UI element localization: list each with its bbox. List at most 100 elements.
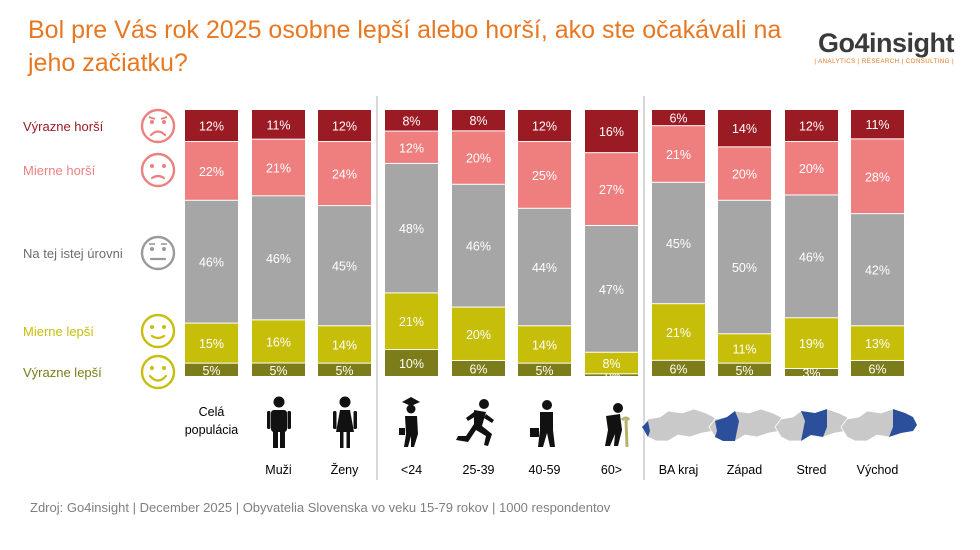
bar-segment-rovnako xyxy=(718,200,771,334)
legend-label: Výrazne lepší xyxy=(23,365,102,380)
data-label: 46% xyxy=(266,252,291,266)
data-label: 8% xyxy=(602,357,620,371)
data-label: 11% xyxy=(266,118,290,132)
bar-segment-vyrazne-horsi xyxy=(585,110,638,153)
category-label: Ženy xyxy=(330,463,359,477)
data-label: 50% xyxy=(732,261,757,275)
bar-segment-vyrazne-lepsi xyxy=(185,363,238,376)
data-label: 20% xyxy=(799,162,824,176)
businessman-icon xyxy=(530,400,555,447)
category-label: Celá populácia xyxy=(184,405,239,437)
big-smile-face-icon xyxy=(140,354,176,390)
data-label: 6% xyxy=(469,362,487,376)
bar-segment-mierne-horsi xyxy=(518,142,571,208)
neutral-face-icon xyxy=(140,235,176,271)
legend-label: Mierne horší xyxy=(23,163,96,178)
data-label: 47% xyxy=(599,283,624,297)
data-label: 21% xyxy=(399,315,424,329)
data-label: 19% xyxy=(799,337,824,351)
bar-segment-vyrazne-lepsi xyxy=(318,363,371,376)
data-label: 5% xyxy=(335,364,353,378)
legend-label: Výrazne horší xyxy=(23,119,104,134)
bar-segment-rovnako xyxy=(785,195,838,318)
category-label: Západ xyxy=(726,463,763,477)
graduate-icon xyxy=(399,397,420,447)
data-label: 25% xyxy=(532,169,557,183)
category-label: 25-39 xyxy=(462,463,495,477)
bar-segment-rovnako xyxy=(585,225,638,352)
bar-segment-vyrazne-lepsi xyxy=(585,374,638,376)
data-label: 42% xyxy=(865,264,890,278)
data-label: 5% xyxy=(202,364,220,378)
bar-segment-vyrazne-lepsi xyxy=(718,363,771,376)
data-label: 15% xyxy=(199,337,224,351)
source-note: Zdroj: Go4insight | December 2025 | Obyv… xyxy=(30,500,611,515)
logo-name: Go4insight xyxy=(818,28,955,58)
elderly-icon xyxy=(605,403,631,448)
data-label: 10% xyxy=(399,357,424,371)
data-label: 5% xyxy=(735,364,753,378)
data-label: 8% xyxy=(402,114,420,128)
data-label: 6% xyxy=(669,112,687,126)
slovakia-map-west-icon xyxy=(708,408,786,442)
bar-segment-mierne-horsi xyxy=(385,131,438,163)
data-label: 6% xyxy=(669,362,687,376)
bar-segment-vyrazne-lepsi xyxy=(652,360,705,376)
data-label: 11% xyxy=(865,118,889,132)
bar-segment-mierne-lepsi xyxy=(851,326,904,360)
bar-stack: 6% 20% 46% 20% 8% xyxy=(452,110,505,376)
data-label: 44% xyxy=(532,261,557,275)
data-label: 46% xyxy=(799,250,824,264)
data-label: 14% xyxy=(732,122,757,136)
bar-segment-vyrazne-horsi xyxy=(385,110,438,131)
bar-segment-rovnako xyxy=(518,208,571,326)
category-label: 40-59 xyxy=(528,463,561,477)
bar-segment-mierne-horsi xyxy=(185,142,238,200)
bar-segment-vyrazne-lepsi xyxy=(851,360,904,376)
bar-segment-vyrazne-horsi xyxy=(718,110,771,147)
bar-segment-vyrazne-lepsi xyxy=(252,363,305,376)
bar-stack: 10% 21% 48% 12% 8% xyxy=(385,110,438,376)
category-label: <24 xyxy=(400,463,423,477)
bar-segment-rovnako xyxy=(252,196,305,320)
bar-stack: 5% 14% 45% 24% 12% xyxy=(318,110,371,378)
data-label: 12% xyxy=(799,120,824,134)
slovakia-map-center-icon xyxy=(774,408,852,442)
bar-stack: 5% 15% 46% 22% 12% xyxy=(185,110,238,378)
bar-segment-vyrazne-horsi xyxy=(185,110,238,142)
bar-segment-mierne-lepsi xyxy=(452,307,505,360)
data-label: 16% xyxy=(599,125,624,139)
logo-tagline: | ANALYTICS | RESEARCH | CONSULTING | xyxy=(814,58,954,65)
data-label: 45% xyxy=(332,260,357,274)
bar-stack: 5% 14% 44% 25% 12% xyxy=(518,110,571,378)
bar-stack: 1%8%47%27%16% xyxy=(585,110,638,383)
bar-segment-mierne-horsi xyxy=(652,126,705,182)
bar-stack: 6% 13% 42% 28% 11% xyxy=(851,110,904,376)
data-label: 11% xyxy=(732,342,756,356)
bar-segment-mierne-horsi xyxy=(585,153,638,225)
data-label: 28% xyxy=(865,170,890,184)
data-label: 6% xyxy=(868,362,886,376)
data-label: 12% xyxy=(532,120,557,134)
bar-segment-rovnako xyxy=(185,200,238,323)
legend-label: Na tej istej úrovni xyxy=(23,246,123,261)
bar-segment-vyrazne-lepsi xyxy=(785,368,838,376)
data-label: 12% xyxy=(399,141,424,155)
bar-segment-mierne-horsi xyxy=(252,139,305,196)
data-label: 16% xyxy=(266,335,291,349)
bar-segment-mierne-horsi xyxy=(785,142,838,195)
bar-segment-mierne-lepsi xyxy=(718,334,771,363)
bar-segment-rovnako xyxy=(652,182,705,304)
bar-segment-rovnako xyxy=(385,163,438,293)
bar-stack: 6% 21% 45% 21% 6% xyxy=(652,110,705,376)
man-icon xyxy=(267,396,291,448)
bar-segment-rovnako xyxy=(452,184,505,307)
bar-segment-mierne-lepsi xyxy=(252,320,305,363)
bar-segment-mierne-lepsi xyxy=(518,326,571,363)
woman-icon xyxy=(333,396,357,448)
data-label: 24% xyxy=(332,168,357,182)
bar-segment-mierne-horsi xyxy=(318,142,371,206)
bar-segment-mierne-horsi xyxy=(718,147,771,200)
slovakia-map-ba-icon xyxy=(641,408,719,442)
